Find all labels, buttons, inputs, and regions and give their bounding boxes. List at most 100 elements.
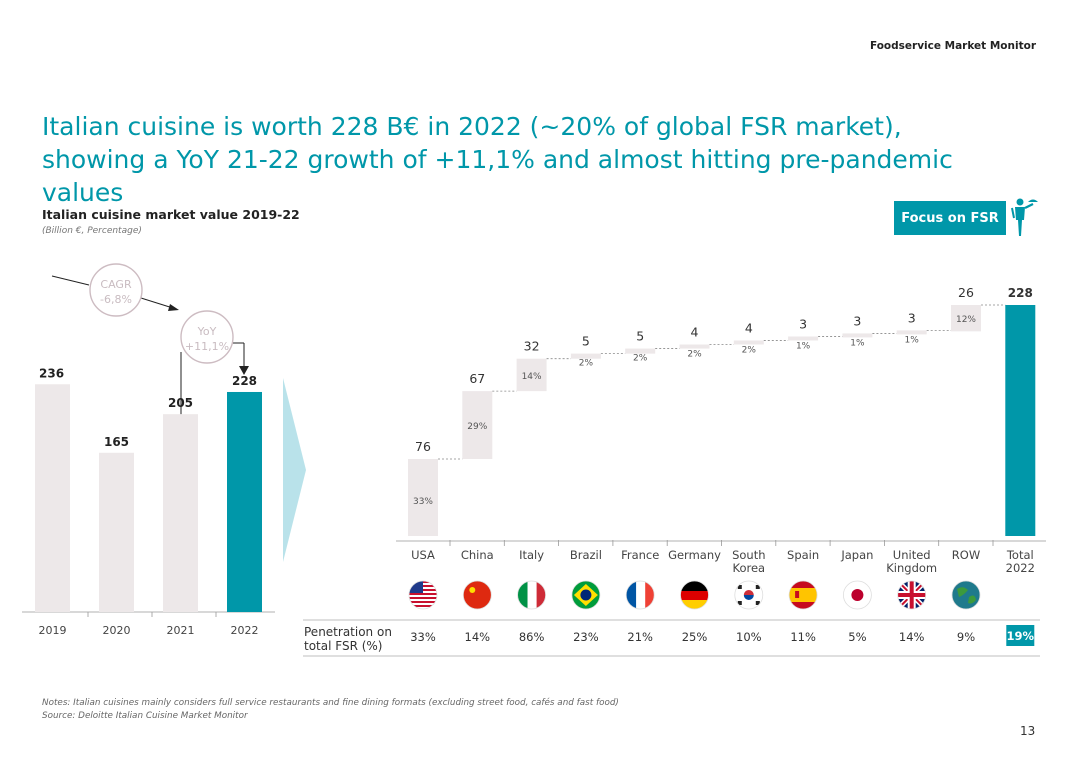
waterfall-category-label: Japan	[840, 548, 873, 562]
bar-category-label: 2019	[39, 624, 67, 637]
cagr-value: -6,8%	[100, 293, 132, 306]
transition-arrow	[283, 378, 306, 562]
brazil-flag-icon	[571, 580, 601, 610]
chart-subtitle: (Billion €, Percentage)	[42, 226, 142, 236]
header-brand: Foodservice Market Monitor	[869, 40, 1036, 52]
waterfall-category-label: Germany	[668, 548, 721, 562]
waterfall-share-label: 1%	[796, 341, 811, 351]
usa-flag-icon	[408, 580, 438, 610]
penetration-value: 14%	[899, 630, 925, 644]
waterfall-share-label: 2%	[579, 359, 594, 369]
bar-2019	[35, 384, 70, 612]
waterfall-bar-italy	[516, 358, 547, 392]
penetration-value: 11%	[790, 630, 816, 644]
waterfall-value-label: 4	[745, 320, 753, 335]
penetration-value: 5%	[848, 630, 866, 644]
france-flag-icon	[625, 580, 655, 610]
bar-2020	[99, 452, 134, 612]
penetration-row-label: Penetration on	[304, 625, 392, 639]
waterfall-category-label: China	[461, 548, 494, 562]
waterfall-value-label: 67	[469, 371, 485, 386]
penetration-value: 9%	[957, 630, 975, 644]
waterfall-value-label: 76	[415, 439, 431, 454]
waterfall-value-label: 4	[691, 325, 699, 340]
waterfall-category-label: USA	[411, 548, 435, 562]
yoy-value: +11,1%	[185, 340, 229, 353]
waterfall-bar-spain	[788, 336, 819, 341]
waterfall-share-label: 14%	[522, 372, 542, 382]
source-text: Source: Deloitte Italian Cuisine Market …	[42, 711, 248, 721]
market-value-bar-chart: 2362019165202020520212282022CAGR-6,8%YoY…	[22, 263, 275, 637]
cagr-arrowhead	[168, 304, 179, 311]
germany-flag-icon	[680, 580, 709, 610]
bar-value-label: 236	[39, 366, 64, 380]
cagr-line	[51, 275, 90, 286]
cagr-bubble	[89, 263, 143, 317]
page-title: Italian cuisine is worth 228 B€ in 2022 …	[42, 112, 953, 207]
waterfall-value-label: 3	[799, 316, 807, 331]
waterfall-bar-south-korea	[733, 340, 764, 345]
bar-value-label: 165	[104, 435, 129, 449]
footer-notes: Notes: Italian cuisines mainly considers…	[42, 697, 619, 723]
spain-flag-icon	[788, 580, 818, 610]
waterfall-bar-total-2022	[1005, 305, 1036, 536]
waterfall-value-label: 3	[853, 313, 861, 328]
waterfall-category-label: Kingdom	[886, 561, 937, 575]
waterfall-bar-france	[625, 348, 656, 354]
bar-2022	[227, 391, 262, 612]
waterfall-share-label: 33%	[413, 497, 433, 507]
waterfall-bar-brazil	[570, 353, 601, 359]
waterfall-category-label: Total	[1006, 548, 1034, 562]
world-icon	[951, 580, 981, 610]
waterfall-bar-japan	[842, 333, 873, 338]
waterfall-value-label: 5	[582, 334, 590, 349]
penetration-value: 25%	[682, 630, 708, 644]
waiter-icon	[1011, 198, 1038, 236]
waterfall-category-label: 2022	[1006, 561, 1035, 575]
penetration-value: 21%	[627, 630, 653, 644]
waterfall-category-label: United	[893, 548, 931, 562]
waterfall-value-label: 228	[1008, 286, 1033, 300]
waterfall-value-label: 32	[524, 339, 540, 354]
united-kingdom-flag-icon	[897, 580, 927, 610]
penetration-total-highlight	[1006, 625, 1035, 646]
chart-title: Italian cuisine market value 2019-22	[42, 207, 300, 222]
notes-text: Notes: Italian cuisines mainly considers…	[42, 698, 619, 708]
waterfall-share-label: 2%	[687, 350, 702, 360]
penetration-value: 19%	[1007, 629, 1035, 643]
bar-2021	[163, 414, 198, 612]
penetration-value: 33%	[410, 630, 436, 644]
cagr-label: CAGR	[100, 278, 132, 291]
waterfall-bar-row	[951, 305, 981, 332]
penetration-value: 86%	[519, 630, 545, 644]
yoy-bubble	[180, 310, 234, 364]
waterfall-category-label: South	[732, 548, 765, 562]
yoy-arrowhead	[239, 366, 249, 375]
waterfall-category-label: ROW	[952, 548, 980, 562]
bar-category-label: 2021	[167, 624, 195, 637]
waterfall-bar-china	[462, 391, 493, 459]
bar-category-label: 2022	[231, 624, 259, 637]
waterfall-category-label: Italy	[519, 548, 544, 562]
waterfall-bar-germany	[679, 344, 710, 349]
waterfall-share-label: 1%	[850, 338, 865, 348]
south-korea-flag-icon	[734, 580, 764, 610]
waterfall-value-label: 5	[636, 329, 644, 344]
penetration-value: 14%	[465, 630, 491, 644]
bar-value-label: 228	[232, 374, 257, 388]
waterfall-share-label: 2%	[633, 354, 648, 364]
focus-badge: Focus on FSR	[894, 201, 1006, 235]
penetration-value: 23%	[573, 630, 599, 644]
waterfall-category-label: Spain	[787, 548, 819, 562]
waterfall-value-label: 26	[958, 285, 974, 300]
italy-flag-icon	[517, 580, 546, 610]
waterfall-category-label: France	[621, 548, 659, 562]
penetration-row-label: total FSR (%)	[304, 639, 382, 653]
waterfall-share-label: 2%	[742, 345, 757, 355]
waterfall-value-label: 3	[908, 310, 916, 325]
page-number: 13	[1020, 724, 1036, 738]
waterfall-category-label: Brazil	[570, 548, 602, 562]
bar-category-label: 2020	[103, 624, 131, 637]
waterfall-share-label: 29%	[467, 422, 487, 432]
